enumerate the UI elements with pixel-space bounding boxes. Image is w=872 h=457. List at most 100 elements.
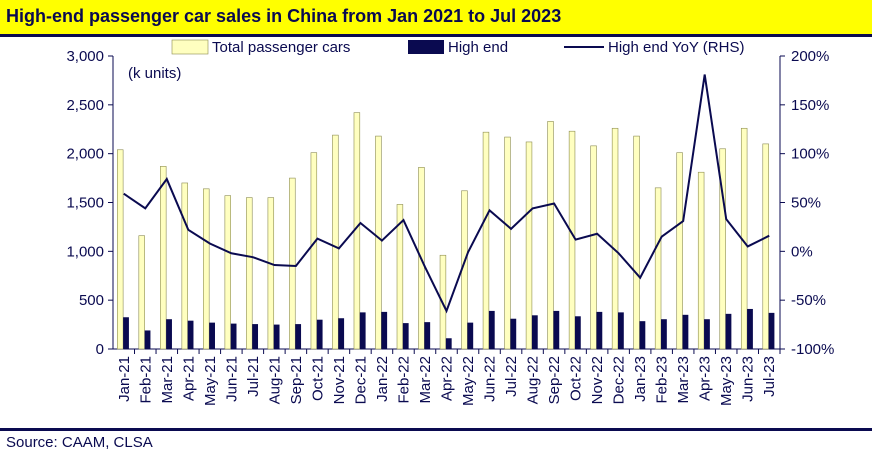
high-end-bar bbox=[574, 316, 581, 349]
high-end-bar bbox=[617, 312, 624, 349]
x-tick-label: May-22 bbox=[460, 356, 477, 406]
x-tick-label: Sep-21 bbox=[288, 356, 305, 404]
total-bar bbox=[246, 197, 253, 350]
total-bar bbox=[633, 135, 640, 350]
x-tick-label: Aug-21 bbox=[266, 356, 283, 404]
total-bar bbox=[676, 152, 683, 350]
high-end-bar bbox=[381, 311, 388, 349]
high-end-bar bbox=[488, 310, 495, 349]
high-end-bar bbox=[252, 324, 259, 349]
high-end-bar bbox=[295, 324, 302, 349]
high-end-bar bbox=[273, 324, 280, 349]
bottom-rule bbox=[0, 428, 872, 431]
high-end-bar bbox=[467, 322, 474, 349]
total-bar bbox=[568, 130, 576, 350]
units-label: (k units) bbox=[128, 65, 181, 82]
left-tick-label: 500 bbox=[79, 292, 104, 309]
high-end-bar bbox=[725, 313, 732, 349]
total-bar bbox=[375, 135, 382, 350]
total-bar bbox=[267, 197, 275, 350]
total-bar bbox=[117, 149, 124, 350]
x-tick-label: Apr-23 bbox=[697, 356, 714, 401]
chart: 0 500 1,000 1,500 2,000 2,500 3,000 -100% -50% 0%… bbox=[66, 39, 834, 406]
total-bar bbox=[504, 136, 511, 350]
high-end-bar bbox=[445, 338, 452, 349]
right-tick-label: 150% bbox=[791, 97, 829, 114]
total-bar bbox=[547, 121, 554, 350]
total-bar bbox=[332, 134, 339, 350]
x-tick-label: Jun-22 bbox=[482, 356, 499, 402]
total-bar bbox=[719, 148, 726, 350]
x-tick-label: Mar-23 bbox=[675, 356, 692, 404]
high-end-bar bbox=[424, 322, 431, 349]
high-end-bar bbox=[316, 319, 323, 349]
x-tick-label: Oct-22 bbox=[568, 356, 585, 401]
total-bar bbox=[310, 152, 318, 350]
high-end-bar bbox=[209, 322, 215, 349]
x-tick-label: Dec-22 bbox=[611, 356, 628, 404]
high-end-bar bbox=[768, 312, 775, 349]
x-tick-label: Aug-22 bbox=[525, 356, 542, 404]
high-end-bar bbox=[596, 311, 603, 349]
x-tick-label: Feb-23 bbox=[654, 356, 671, 404]
left-tick-label: 1,000 bbox=[66, 243, 104, 260]
title-bar: High-end passenger car sales in China fr… bbox=[0, 0, 872, 34]
right-tick-label: 50% bbox=[791, 195, 821, 212]
source-note: Source: CAAM, CLSA bbox=[6, 434, 153, 451]
total-bar bbox=[525, 141, 533, 350]
total-bar bbox=[203, 188, 210, 350]
high-end-bar bbox=[531, 315, 538, 349]
x-tick-label: Jan-22 bbox=[374, 356, 391, 402]
high-end-bar bbox=[166, 319, 172, 349]
total-bar bbox=[762, 143, 769, 350]
x-tick-label: Feb-22 bbox=[395, 356, 412, 404]
high-end-bar bbox=[230, 323, 237, 349]
right-tick-label: 0% bbox=[791, 243, 813, 260]
x-tick-label: Sep-22 bbox=[546, 356, 563, 404]
right-tick-label: -50% bbox=[791, 292, 826, 309]
high-end-bar bbox=[123, 317, 129, 349]
x-tick-label: Apr-22 bbox=[439, 356, 456, 401]
high-end-bar bbox=[402, 323, 409, 349]
x-tick-label: Apr-21 bbox=[180, 356, 197, 401]
total-bar bbox=[611, 127, 619, 350]
x-tick-label: Nov-22 bbox=[589, 356, 606, 404]
x-tick-label: Dec-21 bbox=[352, 356, 369, 404]
legend-swatch-high-end bbox=[408, 40, 444, 54]
left-tick-label: 2,000 bbox=[66, 146, 104, 163]
total-bar bbox=[590, 145, 597, 350]
total-bar bbox=[160, 166, 167, 350]
right-tick-label: -100% bbox=[791, 341, 834, 358]
high-end-bar bbox=[704, 319, 710, 349]
x-tick-label: May-21 bbox=[202, 356, 219, 406]
left-tick-label: 1,500 bbox=[66, 195, 104, 212]
yoy-line bbox=[123, 74, 770, 314]
high-end-bar bbox=[682, 314, 689, 349]
x-tick-label: Jul-23 bbox=[761, 356, 778, 397]
legend-label-high-end: High end bbox=[448, 39, 508, 56]
x-tick-label: Oct-21 bbox=[309, 356, 326, 401]
high-end-bar bbox=[639, 321, 646, 349]
x-tick-label: Nov-21 bbox=[331, 356, 348, 404]
total-bar bbox=[224, 195, 231, 350]
legend-label-total: Total passenger cars bbox=[212, 39, 350, 56]
total-bar bbox=[396, 204, 404, 350]
total-bar bbox=[289, 177, 296, 350]
high-end-bar bbox=[747, 308, 753, 349]
right-tick-label: 100% bbox=[791, 146, 829, 163]
total-bar bbox=[138, 235, 145, 350]
x-tick-label: Mar-21 bbox=[159, 356, 176, 404]
x-tick-label: Jan-21 bbox=[116, 356, 133, 402]
high-end-bar bbox=[553, 310, 560, 349]
legend-label-yoy: High end YoY (RHS) bbox=[608, 39, 744, 56]
x-tick-label: Mar-22 bbox=[417, 356, 434, 404]
total-bar bbox=[482, 131, 490, 350]
chart-title: High-end passenger car sales in China fr… bbox=[6, 6, 562, 26]
x-tick-label: Feb-21 bbox=[137, 356, 154, 404]
x-tick-label: May-23 bbox=[718, 356, 735, 406]
x-tick-label: Jun-23 bbox=[740, 356, 757, 402]
x-tick-label: Jul-22 bbox=[503, 356, 520, 397]
high-end-bar bbox=[661, 319, 667, 349]
x-tick-label: Jun-21 bbox=[223, 356, 240, 402]
high-end-bar bbox=[144, 330, 151, 349]
